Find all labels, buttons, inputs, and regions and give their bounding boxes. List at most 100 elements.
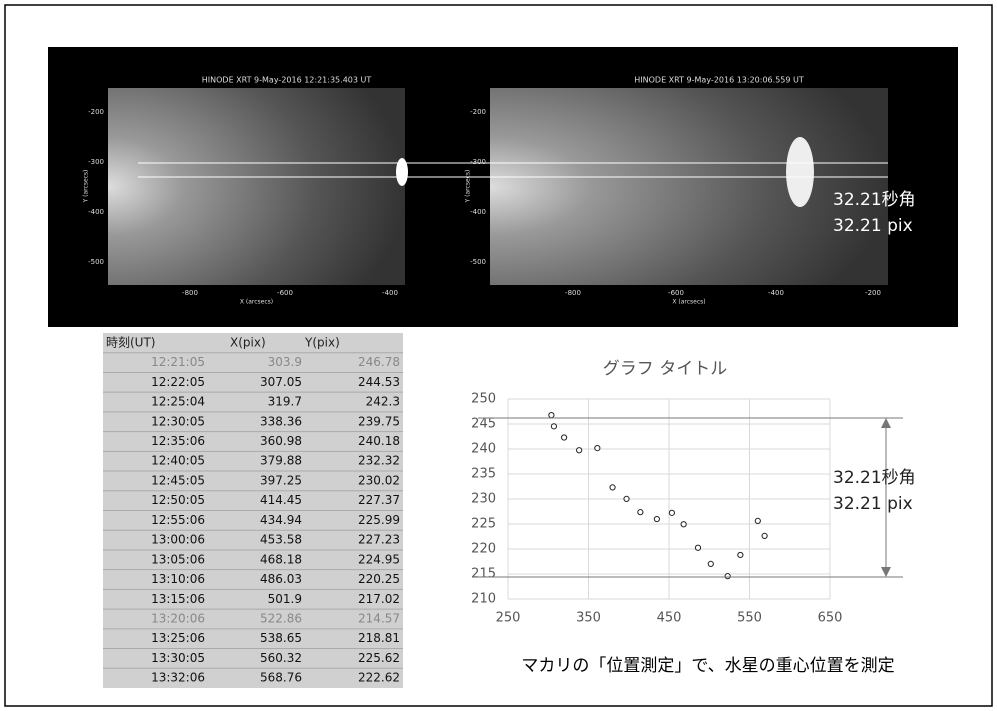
chart-title: グラフ タイトル (603, 359, 727, 379)
table-cell: 468.18 (260, 552, 302, 566)
table-cell: 453.58 (260, 533, 302, 547)
y-tick-label: 220 (471, 542, 496, 557)
point (549, 413, 554, 418)
point (577, 448, 582, 453)
table-cell: 568.76 (260, 671, 302, 685)
table-cell: 13:32:06 (151, 671, 205, 685)
point (624, 496, 629, 501)
image-x-label: X (arcsecs) (672, 299, 705, 306)
table-cell: 319.7 (268, 395, 302, 409)
x-tick-label: 250 (496, 611, 521, 626)
image-y-tick: -300 (470, 158, 486, 166)
table-cell: 12:21:05 (151, 355, 205, 369)
table-cell: 12:35:06 (151, 434, 205, 448)
table-cell: 13:05:06 (151, 552, 205, 566)
table-cell: 12:50:05 (151, 493, 205, 507)
table-cell: 239.75 (358, 414, 400, 428)
flare (786, 137, 814, 207)
table-cell: 360.98 (260, 434, 302, 448)
x-tick-label: 350 (576, 611, 601, 626)
table-cell: 486.03 (260, 572, 302, 586)
image-x-tick: -600 (668, 289, 684, 297)
table-cell: 13:15:06 (151, 592, 205, 606)
table-cell: 232.32 (358, 454, 400, 468)
point (755, 518, 760, 523)
table-cell: 224.95 (358, 552, 400, 566)
point (738, 552, 743, 557)
caption: マカリの「位置測定」で、水星の重心位置を測定 (521, 656, 894, 676)
table-header: X(pix) (230, 335, 266, 349)
table-cell: 13:20:06 (151, 611, 205, 625)
table-cell: 13:10:06 (151, 572, 205, 586)
point (551, 424, 556, 429)
image-y-tick: -300 (88, 158, 104, 166)
table-cell: 222.62 (358, 671, 400, 685)
x-tick-label: 650 (818, 611, 843, 626)
image-annotation: 32.21 pix (833, 216, 913, 236)
image-title: HINODE XRT 9-May-2016 12:21:35.403 UT (202, 76, 372, 85)
image-y-tick: -200 (470, 108, 486, 116)
table-cell: 12:25:04 (151, 395, 205, 409)
point (669, 510, 674, 515)
table-cell: 303.9 (268, 355, 302, 369)
table-cell: 397.25 (260, 473, 302, 487)
table-cell: 379.88 (260, 454, 302, 468)
image-x-tick: -800 (182, 289, 198, 297)
table-cell: 230.02 (358, 473, 400, 487)
table-cell: 522.86 (260, 611, 302, 625)
y-tick-label: 235 (471, 467, 496, 482)
image-y-label: Y (arcsecs) (83, 170, 90, 204)
table-cell: 13:25:06 (151, 631, 205, 645)
table-cell: 242.3 (366, 395, 400, 409)
y-tick-label: 240 (471, 442, 496, 457)
image-y-tick: -400 (88, 208, 104, 216)
table-cell: 12:55:06 (151, 513, 205, 527)
table-cell: 227.37 (358, 493, 400, 507)
table-cell: 225.99 (358, 513, 400, 527)
point (681, 522, 686, 527)
y-tick-label: 250 (471, 392, 496, 407)
table-cell: 12:30:05 (151, 414, 205, 428)
table-cell: 246.78 (358, 355, 400, 369)
table-cell: 13:30:05 (151, 651, 205, 665)
image-x-tick: -200 (865, 289, 881, 297)
y-tick-label: 225 (471, 517, 496, 532)
table-cell: 244.53 (358, 375, 400, 389)
table-cell: 13:00:06 (151, 533, 205, 547)
table-cell: 220.25 (358, 572, 400, 586)
flare (396, 158, 408, 186)
table-cell: 227.23 (358, 533, 400, 547)
table-header: 時刻(UT) (106, 335, 155, 349)
point (695, 545, 700, 550)
table-header: Y(pix) (304, 335, 340, 349)
table-cell: 218.81 (358, 631, 400, 645)
chart-annotation: 32.21秒角 (833, 468, 916, 488)
table-cell: 12:45:05 (151, 473, 205, 487)
solar-image (108, 88, 405, 285)
image-y-tick: -500 (88, 258, 104, 266)
table-cell: 217.02 (358, 592, 400, 606)
point (562, 435, 567, 440)
table-cell: 12:40:05 (151, 454, 205, 468)
y-tick-label: 245 (471, 417, 496, 432)
image-annotation: 32.21秒角 (833, 190, 916, 210)
image-x-tick: -600 (277, 289, 293, 297)
slide: 時刻(UT) X(pix) Y(pix) 12:21:05 303.9 246.78 12:… (0, 0, 997, 711)
point (654, 516, 659, 521)
x-tick-label: 550 (737, 611, 762, 626)
image-x-tick: -400 (768, 289, 784, 297)
table-cell: 434.94 (260, 513, 302, 527)
solar-image (490, 88, 888, 285)
table-cell: 501.9 (268, 592, 302, 606)
image-x-tick: -800 (565, 289, 581, 297)
image-y-tick: -400 (470, 208, 486, 216)
point (595, 446, 600, 451)
table-cell: 214.57 (358, 611, 400, 625)
image-x-tick: -400 (382, 289, 398, 297)
point (725, 574, 730, 579)
table-cell: 538.65 (260, 631, 302, 645)
table-cell: 560.32 (260, 651, 302, 665)
y-tick-label: 210 (471, 592, 496, 607)
chart-annotation: 32.21 pix (833, 494, 913, 514)
point (610, 485, 615, 490)
